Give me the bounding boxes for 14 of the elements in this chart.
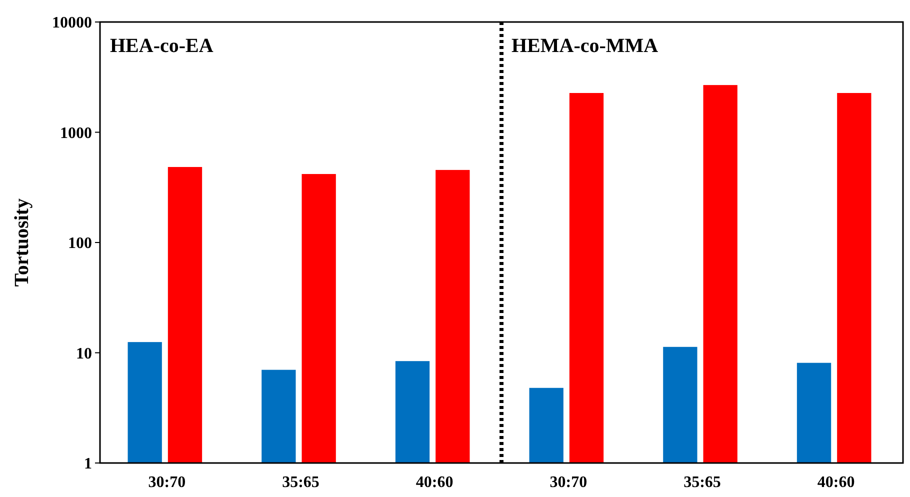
y-axis-title: Tortuosity xyxy=(11,198,33,287)
x-tick-label: 30:70 xyxy=(550,474,588,491)
x-tick-label: 35:65 xyxy=(684,474,721,491)
x-tick-label: 30:70 xyxy=(148,474,186,491)
y-tick-label: 1 xyxy=(84,456,92,473)
annotation: HEA-co-EA xyxy=(110,35,214,57)
y-tick-label: 10 xyxy=(76,345,92,362)
x-tick-label: 40:60 xyxy=(817,474,855,491)
y-tick-label: 1000 xyxy=(60,124,92,142)
x-tick-label: 40:60 xyxy=(416,474,454,491)
y-tick-label: 100 xyxy=(68,235,92,252)
x-tick-label: 35:65 xyxy=(282,474,320,491)
y-tick-label: 10000 xyxy=(52,14,92,32)
annotation: HEMA-co-MMA xyxy=(512,35,659,57)
